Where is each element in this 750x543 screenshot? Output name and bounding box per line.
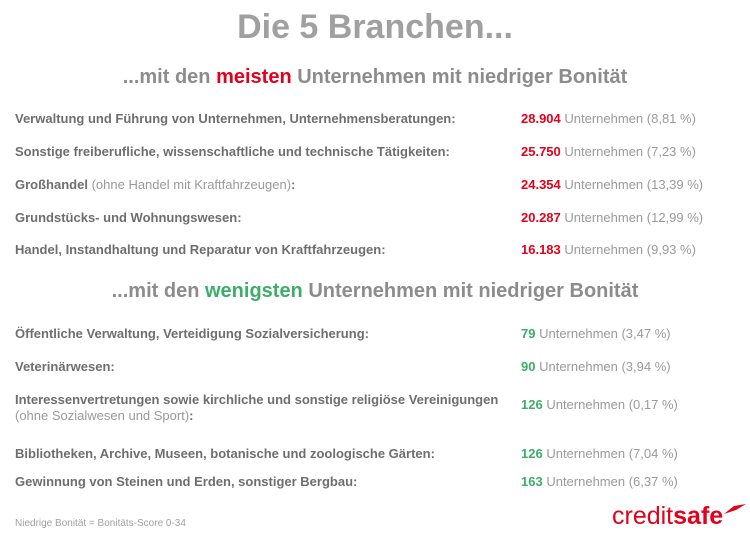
section-heading: ...mit den wenigsten Unternehmen mit nie…	[0, 280, 750, 303]
footnote: Niedrige Bonität = Bonitäts-Score 0-34	[15, 518, 186, 529]
label-note: (ohne Handel mit Kraftfahrzeugen)	[91, 177, 292, 192]
count: 126	[521, 446, 543, 461]
logo-text: credit	[612, 502, 674, 530]
row-label: Sonstige freiberufliche, wissenschaftlic…	[15, 144, 505, 160]
detail: Unternehmen (7,23 %)	[564, 144, 696, 159]
row-value: 20.287 Unternehmen (12,99 %)	[521, 210, 703, 225]
row-value: 25.750 Unternehmen (7,23 %)	[521, 144, 696, 159]
heading-text: Unternehmen mit niedriger Bonität	[297, 66, 628, 88]
row-value: 126 Unternehmen (7,04 %)	[521, 446, 678, 461]
count: 126	[521, 397, 543, 412]
detail: Unternehmen (6,37 %)	[546, 474, 678, 489]
row-value: 28.904 Unternehmen (8,81 %)	[521, 111, 696, 126]
detail: Unternehmen (13,39 %)	[564, 177, 704, 192]
row-value: 126 Unternehmen (0,17 %)	[521, 397, 678, 412]
row-value: 16.183 Unternehmen (9,93 %)	[521, 242, 696, 257]
detail: Unternehmen (7,04 %)	[546, 446, 678, 461]
label-suffix: :	[291, 177, 296, 192]
heading-text: ...mit den	[122, 66, 211, 88]
count: 16.183	[521, 242, 561, 257]
row-label: Handel, Instandhaltung und Reparatur von…	[15, 242, 505, 258]
row-label: Veterinärwesen:	[15, 359, 505, 375]
detail: Unternehmen (8,81 %)	[564, 111, 696, 126]
label-text: Veterinärwesen:	[15, 359, 115, 374]
row-value: 79 Unternehmen (3,47 %)	[521, 326, 671, 341]
heading-text: Unternehmen mit niedriger Bonität	[308, 280, 639, 302]
row-label: Gewinnung von Steinen und Erden, sonstig…	[15, 474, 505, 490]
count: 28.904	[521, 111, 561, 126]
title: Die 5 Branchen...	[237, 8, 513, 46]
heading-highlight: meisten	[216, 66, 292, 88]
label-text: Verwaltung und Führung von Unternehmen, …	[15, 111, 456, 126]
logo-mark	[724, 504, 746, 514]
detail: Unternehmen (3,94 %)	[539, 359, 671, 374]
count: 163	[521, 474, 543, 489]
label-text: Öffentliche Verwaltung, Verteidigung Soz…	[15, 326, 369, 341]
logo-text-bold: safe	[673, 502, 724, 530]
detail: Unternehmen (12,99 %)	[564, 210, 704, 225]
row-label: Verwaltung und Führung von Unternehmen, …	[15, 111, 505, 127]
count: 25.750	[521, 144, 561, 159]
count: 24.354	[521, 177, 561, 192]
detail: Unternehmen (3,47 %)	[539, 326, 671, 341]
count: 90	[521, 359, 536, 374]
label-text: Bibliotheken, Archive, Museen, botanisch…	[15, 446, 435, 461]
heading-highlight: wenigsten	[204, 280, 303, 302]
label-text: Handel, Instandhaltung und Reparatur von…	[15, 242, 386, 257]
label-text: Gewinnung von Steinen und Erden, sonstig…	[15, 474, 358, 489]
row-value: 163 Unternehmen (6,37 %)	[521, 474, 678, 489]
row-label: Großhandel (ohne Handel mit Kraftfahrzeu…	[15, 177, 505, 193]
row-label: Öffentliche Verwaltung, Verteidigung Soz…	[15, 326, 505, 342]
row-value: 24.354 Unternehmen (13,39 %)	[521, 177, 703, 192]
detail: Unternehmen (0,17 %)	[546, 397, 678, 412]
count: 79	[521, 326, 536, 341]
count: 20.287	[521, 210, 561, 225]
row-value: 90 Unternehmen (3,94 %)	[521, 359, 671, 374]
label-text: Sonstige freiberufliche, wissenschaftlic…	[15, 144, 450, 159]
label-text: Großhandel	[15, 177, 88, 192]
label-text: Interessenvertretungen sowie kirchliche …	[15, 392, 499, 407]
row-label: Bibliotheken, Archive, Museen, botanisch…	[15, 446, 505, 462]
section-heading: ...mit den meisten Unternehmen mit niedr…	[0, 66, 750, 89]
logo: creditsafe	[612, 502, 723, 531]
heading-text: ...mit den	[111, 280, 200, 302]
row-label: Interessenvertretungen sowie kirchliche …	[15, 392, 505, 424]
row-label: Grundstücks- und Wohnungswesen:	[15, 210, 505, 226]
label-text: Grundstücks- und Wohnungswesen:	[15, 210, 242, 225]
detail: Unternehmen (9,93 %)	[564, 242, 696, 257]
label-note: (ohne Sozialwesen und Sport)	[15, 408, 190, 423]
label-suffix: :	[189, 408, 194, 423]
